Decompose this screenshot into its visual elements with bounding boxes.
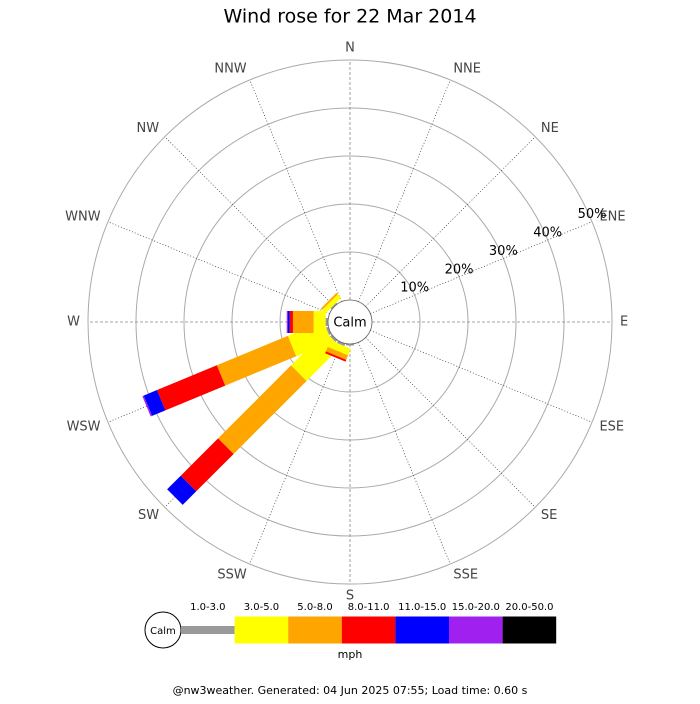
spoke	[107, 221, 330, 314]
legend-swatch	[502, 616, 557, 644]
petal-segment	[320, 292, 338, 310]
chart-title: Wind rose for 22 Mar 2014	[223, 6, 476, 28]
petal-segment	[346, 344, 354, 346]
petal-segment	[322, 294, 342, 314]
spoke	[249, 342, 342, 565]
direction-label: ENE	[599, 210, 625, 225]
petal-segment	[330, 302, 338, 310]
legend-label: 15.0-20.0	[452, 602, 500, 613]
ring-label: 40%	[533, 226, 562, 241]
legend-swatch	[288, 616, 342, 644]
direction-label: WNW	[65, 210, 101, 225]
direction-label: SSE	[453, 568, 478, 583]
legend-label: 5.0-8.0	[297, 602, 332, 613]
grid-ring	[183, 155, 517, 489]
petal-segment	[286, 311, 288, 333]
ring-label: 10%	[400, 281, 429, 296]
legend-label: 11.0-15.0	[398, 602, 446, 613]
spoke	[164, 136, 335, 307]
petal-segment	[142, 395, 153, 417]
spoke	[370, 221, 593, 314]
direction-label: NW	[136, 121, 159, 136]
spoke	[249, 79, 342, 302]
direction-label: WSW	[67, 419, 101, 434]
direction-label: N	[345, 41, 355, 56]
direction-label: S	[346, 589, 354, 604]
direction-label: E	[620, 315, 628, 330]
footer: @nw3weather. Generated: 04 Jun 2025 07:5…	[173, 684, 528, 697]
direction-label: NNE	[453, 61, 481, 76]
direction-label: W	[67, 315, 80, 330]
spoke	[370, 330, 593, 423]
calm-circle	[327, 299, 373, 345]
spoke	[358, 79, 451, 302]
legend-label: 8.0-11.0	[348, 602, 390, 613]
legend-label: 1.0-3.0	[190, 602, 225, 613]
petal-segment	[313, 311, 326, 333]
spoke	[358, 342, 451, 565]
spoke	[365, 337, 536, 508]
petal-segment	[216, 335, 297, 386]
calm-label: Calm	[333, 316, 366, 331]
petal-segment	[180, 438, 234, 492]
petal-segment	[287, 311, 290, 333]
petal-segment	[325, 351, 347, 362]
legend-swatch	[395, 616, 449, 644]
petal-segment	[325, 318, 328, 326]
grid-ring	[87, 59, 613, 585]
legend-swatch	[181, 626, 235, 634]
petal-segment	[143, 390, 166, 416]
petal-segment	[336, 340, 346, 347]
legend-calm-label: Calm	[150, 626, 176, 637]
petal-segment	[167, 475, 197, 505]
spoke	[365, 136, 536, 307]
petal-segment	[289, 311, 293, 333]
legend-unit: mph	[338, 648, 363, 661]
legend-swatch	[449, 616, 503, 644]
petal-segment	[325, 346, 349, 360]
petal-segment	[156, 365, 226, 411]
direction-label: SW	[138, 508, 159, 523]
direction-label: NE	[541, 121, 559, 136]
ring-label: 50%	[578, 207, 607, 222]
legend-swatch	[234, 616, 289, 644]
ring-label: 20%	[445, 262, 474, 277]
ring-label: 30%	[489, 244, 518, 259]
petal-segment	[291, 331, 341, 381]
petal-segment	[218, 365, 307, 454]
legend-label: 20.0-50.0	[505, 602, 553, 613]
direction-label: ESE	[599, 419, 624, 434]
petal-segment	[329, 334, 338, 343]
petal-segment	[325, 326, 332, 336]
legend-swatch	[341, 616, 396, 644]
direction-label: NNW	[214, 61, 246, 76]
petal-segment	[292, 311, 314, 333]
direction-label: SE	[541, 508, 557, 523]
direction-label: SSW	[217, 568, 247, 583]
legend-label: 3.0-5.0	[244, 602, 279, 613]
